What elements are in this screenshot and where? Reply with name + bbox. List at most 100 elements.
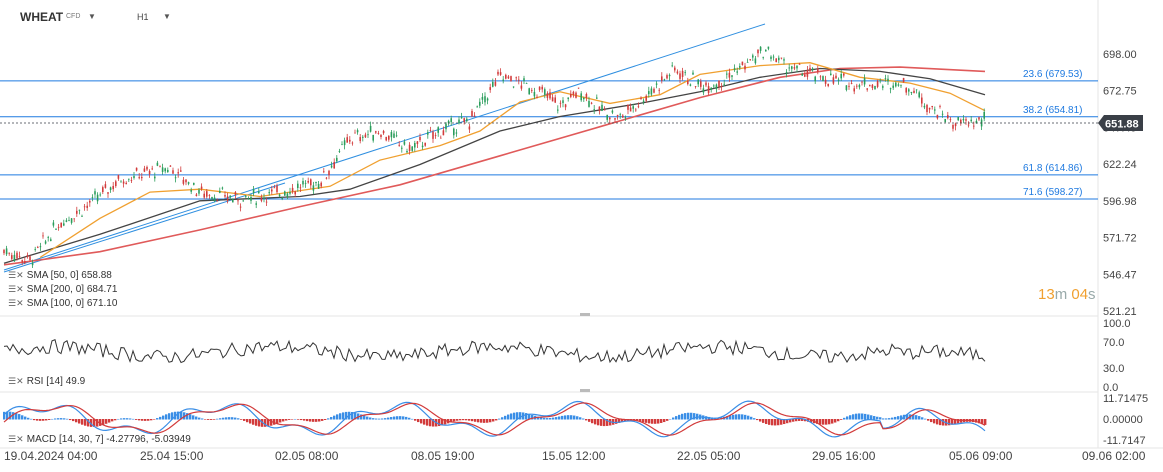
candle-body	[333, 161, 335, 169]
trendline-lower[interactable]	[3, 182, 286, 273]
candle-body	[154, 176, 156, 179]
candle-body	[606, 114, 608, 120]
candle-body	[351, 142, 354, 144]
symbol-dropdown-chevron-down-icon[interactable]: ▼	[88, 12, 96, 21]
candle-body	[798, 63, 801, 65]
symbol-name[interactable]: WHEAT	[20, 10, 64, 24]
macd-hist-bar	[6, 411, 9, 420]
candle-body	[889, 88, 892, 90]
settings-icon[interactable]: ☰✕	[8, 270, 24, 280]
candle-body	[317, 183, 320, 189]
candle-body	[156, 162, 159, 166]
macd-hist-bar	[294, 418, 297, 420]
candle-body	[346, 137, 348, 143]
macd-hist-bar	[204, 419, 207, 420]
panel-resize-handle[interactable]	[580, 313, 590, 316]
macd-hist-bar	[591, 419, 594, 424]
candle-body	[827, 83, 829, 86]
macd-hist-bar	[30, 418, 33, 420]
legend-macd-label: MACD [14, 30, 7]	[26, 434, 104, 445]
candle-body	[26, 255, 29, 257]
candle-body	[601, 104, 603, 112]
time-axis[interactable]: 19.04.2024 04:00 25.04 15:00 02.05 08:00 08…	[4, 449, 1146, 463]
macd-hist-bar	[90, 419, 93, 427]
macd-hist-bar	[540, 417, 543, 420]
candle-body	[164, 168, 166, 172]
candle-body	[941, 113, 944, 115]
candle-body	[169, 165, 172, 167]
candle-body	[336, 157, 338, 162]
candle-body	[840, 73, 842, 79]
macd-hist-bar	[210, 419, 213, 420]
panel-resize-handle[interactable]	[580, 389, 590, 392]
candle-body	[24, 261, 26, 264]
macd-hist-bar	[477, 419, 480, 423]
legend-sma-100[interactable]: ☰✕ SMA [100, 0] 671.10	[8, 298, 117, 309]
candle-body	[616, 114, 619, 117]
candle-body	[962, 118, 965, 121]
candle-body	[291, 187, 294, 192]
candle-body	[642, 100, 645, 102]
macd-hist-bar	[180, 411, 183, 420]
macd-hist-bar	[555, 417, 558, 420]
macd-hist-bar	[213, 419, 216, 420]
legend-macd[interactable]: ☰✕ MACD [14, 30, 7] -4.27796, -5.03949	[8, 434, 191, 445]
macd-hist-bar	[63, 418, 66, 420]
macd-hist-bar	[795, 419, 798, 422]
candle-body	[193, 182, 195, 185]
settings-icon[interactable]: ☰✕	[8, 376, 24, 386]
candle-body	[973, 125, 975, 127]
macd-hist-bar	[726, 416, 729, 420]
macd-hist-bar	[393, 416, 396, 420]
candle-body	[13, 254, 16, 262]
candle-body	[294, 191, 296, 195]
macd-hist-bar	[465, 419, 468, 421]
macd-hist-bar	[756, 419, 759, 421]
fibonacci-levels[interactable]: 23.6 (679.53) 38.2 (654.81) 61.8 (614.86) 7…	[0, 69, 1098, 200]
rsi-tick-label: 30.0	[1103, 363, 1124, 375]
macd-hist-bar	[219, 418, 222, 420]
macd-hist-bar	[861, 413, 864, 420]
macd-hist-bar	[111, 419, 114, 422]
macd-hist-bar	[678, 414, 681, 420]
macd-hist-bar	[603, 419, 606, 427]
macd-hist-bar	[123, 418, 126, 420]
macd-hist-bar	[879, 417, 882, 420]
macd-hist-bar	[486, 419, 489, 423]
candle-body	[307, 181, 309, 183]
macd-hist-bar	[21, 415, 24, 420]
candle-body	[432, 131, 434, 139]
candle-body	[882, 86, 884, 88]
macd-hist-bar	[753, 418, 756, 420]
macd-hist-bar	[834, 419, 837, 423]
settings-icon[interactable]: ☰✕	[8, 298, 24, 308]
candle-body	[692, 72, 694, 75]
candle-body	[588, 100, 590, 107]
candle-body	[804, 74, 806, 77]
candle-body	[159, 166, 161, 168]
settings-icon[interactable]: ☰✕	[8, 434, 24, 444]
legend-rsi[interactable]: ☰✕ RSI [14] 49.9	[8, 376, 85, 387]
timeframe-selector[interactable]: H1	[137, 12, 149, 22]
settings-icon[interactable]: ☰✕	[8, 284, 24, 294]
macd-hist-bar	[900, 415, 903, 420]
macd-hist-bar	[921, 417, 924, 420]
timeframe-dropdown-chevron-down-icon[interactable]: ▼	[163, 12, 171, 21]
candle-body	[208, 194, 211, 196]
legend-sma-200[interactable]: ☰✕ SMA [200, 0] 684.71	[8, 284, 117, 295]
candle-body	[8, 252, 10, 254]
trendline-upper[interactable]	[3, 23, 766, 271]
candle-body	[603, 109, 606, 111]
candle-body	[354, 132, 356, 134]
macd-hist-bar	[846, 416, 849, 420]
macd-hist-bar	[636, 419, 639, 422]
macd-hist-bar	[930, 419, 933, 423]
candle-body	[694, 86, 697, 88]
candle-body	[502, 79, 504, 81]
macd-hist-bar	[282, 419, 285, 422]
legend-sma-50[interactable]: ☰✕ SMA [50, 0] 658.88	[8, 270, 112, 281]
candle-body	[481, 96, 484, 100]
price-axis[interactable]: 698.00672.75647.49622.24596.98571.72546.…	[1103, 49, 1137, 318]
macd-hist-bar	[387, 417, 390, 420]
